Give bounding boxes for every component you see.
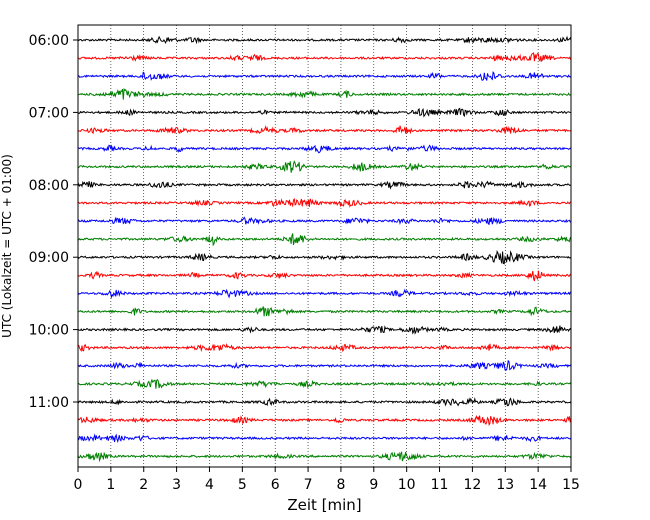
seismic-trace	[77, 52, 572, 63]
seismic-trace	[77, 197, 572, 208]
seismic-trace	[77, 35, 572, 45]
x-tick-label: 13	[496, 477, 514, 493]
seismic-trace	[77, 107, 572, 118]
y-tick-label: 10:00	[29, 323, 69, 339]
seismic-trace	[77, 71, 572, 81]
y-tick-label: 07:00	[29, 105, 69, 121]
x-tick-label: 9	[369, 477, 378, 493]
y-tick-label: 06:00	[29, 33, 69, 49]
seismic-trace	[77, 396, 572, 407]
x-tick-label: 6	[271, 477, 280, 493]
seismic-trace	[77, 270, 572, 282]
seismic-trace	[77, 288, 572, 299]
x-tick-label: 12	[463, 477, 481, 493]
x-axis-label: Zeit [min]	[287, 496, 361, 514]
seismic-trace	[77, 160, 572, 173]
x-tick-label: 5	[238, 477, 247, 493]
seismic-trace	[77, 433, 572, 444]
seismic-trace	[77, 144, 572, 154]
x-tick-label: 7	[304, 477, 313, 493]
seismic-trace	[77, 414, 572, 427]
x-axis-ticks: 0 1 2 3 4 5 6 7 8 9 10 11 12 13 14 15	[74, 467, 580, 493]
x-tick-label: 10	[398, 477, 416, 493]
seismic-traces	[77, 35, 572, 463]
y-axis-ticks: 06:00 07:00 08:00 09:00 10:00 11:00	[29, 33, 78, 411]
seismic-trace	[77, 359, 572, 371]
seismic-trace	[77, 306, 572, 317]
x-tick-label: 8	[336, 477, 345, 493]
y-tick-label: 08:00	[29, 178, 69, 194]
x-tick-label: 15	[562, 477, 580, 493]
x-tick-label: 4	[205, 477, 214, 493]
x-tick-label: 11	[431, 477, 449, 493]
x-tick-label: 14	[529, 477, 547, 493]
x-tick-label: 1	[106, 477, 115, 493]
seismic-trace	[77, 249, 572, 265]
seismic-trace	[77, 342, 572, 353]
y-axis-label: UTC (Lokalzeit = UTC + 01:00)	[0, 154, 14, 338]
seismic-trace	[77, 233, 572, 247]
seismic-trace	[77, 378, 572, 389]
x-tick-label: 0	[74, 477, 83, 493]
x-tick-label: 2	[139, 477, 148, 493]
y-tick-label: 11:00	[29, 395, 69, 411]
seismic-trace	[77, 180, 572, 190]
seismic-trace	[77, 216, 572, 225]
x-tick-label: 3	[172, 477, 181, 493]
seismic-trace	[77, 87, 572, 100]
plot-frame	[77, 24, 572, 468]
seismic-trace	[77, 125, 572, 135]
seismic-trace	[77, 451, 572, 463]
y-tick-label: 09:00	[29, 250, 69, 266]
seismic-trace	[77, 325, 572, 335]
